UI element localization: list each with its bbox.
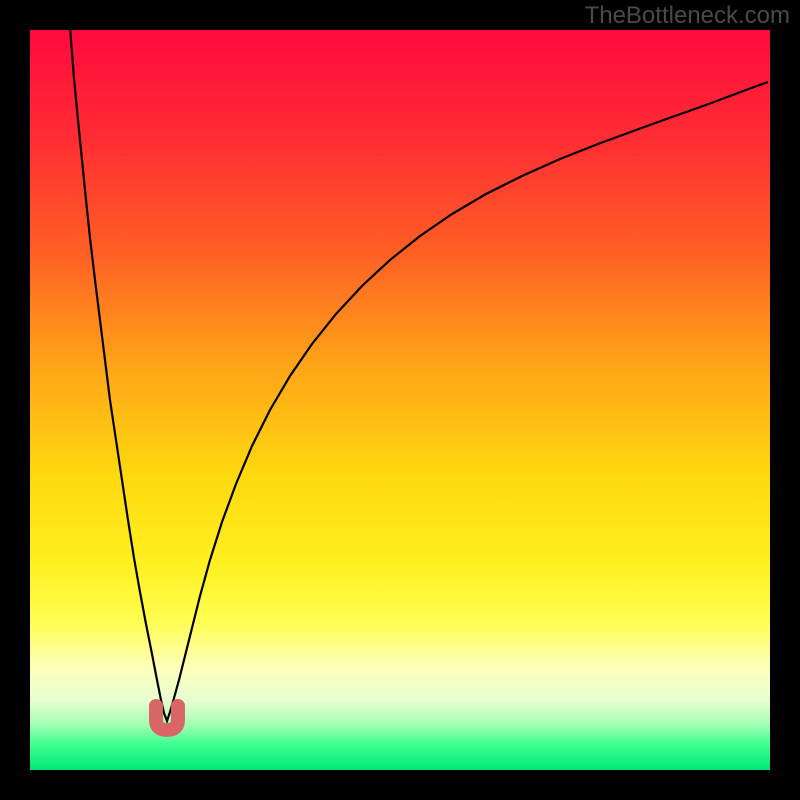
attribution-label: TheBottleneck.com <box>585 2 790 30</box>
plot-area <box>30 30 770 770</box>
chart-root: TheBottleneck.com <box>0 0 800 800</box>
minimum-marker <box>30 30 770 770</box>
